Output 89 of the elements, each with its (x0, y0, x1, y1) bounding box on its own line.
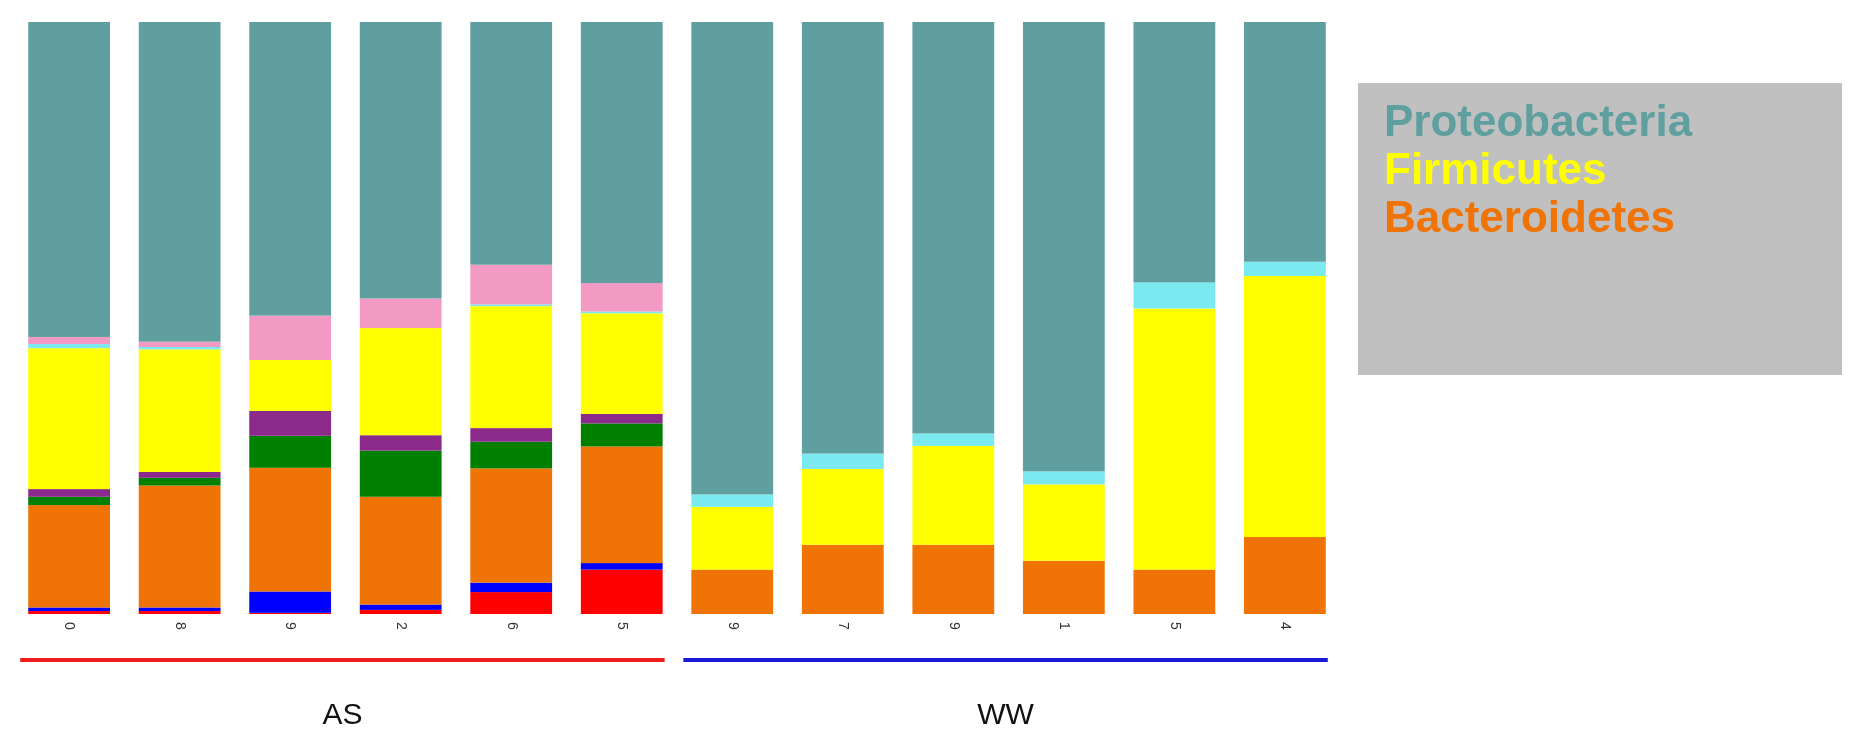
bar (801, 544, 884, 614)
bar (249, 435, 332, 468)
x-tick-label: 1 (1057, 622, 1074, 630)
bar (359, 604, 442, 610)
bar (249, 22, 332, 316)
bar (801, 453, 884, 469)
bar (249, 591, 332, 613)
bar (1133, 569, 1216, 614)
bar (691, 494, 774, 507)
bar (691, 506, 774, 570)
x-tick-label: 0 (62, 622, 79, 630)
bar (138, 611, 221, 614)
bar (359, 328, 442, 436)
bar (1022, 484, 1105, 561)
x-tick-label: 9 (725, 622, 742, 630)
x-tick-label: 9 (283, 622, 300, 630)
bar (249, 467, 332, 592)
bar (1022, 471, 1105, 485)
bar (801, 22, 884, 454)
x-tick-label: 4 (1278, 622, 1295, 630)
bar (580, 22, 663, 284)
bar (28, 611, 110, 614)
x-tick-label: 6 (504, 622, 521, 630)
bar (912, 544, 995, 614)
series-label: Proteobacteria (1384, 96, 1693, 145)
bar (470, 306, 553, 429)
bar (28, 496, 110, 506)
bar (470, 468, 553, 583)
x-tick-label: 8 (172, 622, 189, 630)
x-tick-label: 2 (393, 622, 410, 630)
text: Bacteroidetes (1384, 192, 1676, 241)
bar (580, 569, 663, 614)
x-tick-label: 5 (1167, 622, 1184, 630)
bar (249, 360, 332, 411)
bar (249, 410, 332, 436)
bar (138, 22, 221, 342)
bar (359, 435, 442, 451)
bar (912, 445, 995, 545)
bar (138, 471, 221, 478)
bar (1133, 308, 1216, 570)
bar (912, 433, 995, 446)
bar (470, 22, 553, 265)
x-tick-label: 9 (946, 622, 963, 630)
bar (359, 450, 442, 497)
bar (470, 582, 553, 593)
bar (1133, 22, 1216, 283)
bar (138, 607, 221, 612)
x-tick-label: 5 (615, 622, 632, 630)
bar (580, 446, 663, 564)
bar (138, 477, 221, 486)
bar (359, 298, 442, 329)
bar (1133, 282, 1216, 309)
bar (801, 468, 884, 545)
bar (1022, 22, 1105, 472)
bar (470, 441, 553, 469)
bar (28, 336, 110, 345)
bar (580, 313, 663, 414)
bar (138, 341, 221, 348)
bar (1244, 22, 1326, 262)
bar (28, 344, 110, 349)
bar (1022, 560, 1105, 614)
bar (28, 489, 110, 497)
bar (28, 348, 110, 490)
bar (359, 609, 442, 614)
bar (28, 607, 110, 612)
bar (138, 485, 221, 608)
bar (912, 22, 995, 434)
bar (359, 22, 442, 299)
bar (580, 423, 663, 447)
text: Firmicutes (1384, 144, 1607, 193)
bar (470, 428, 553, 442)
bar (470, 264, 553, 305)
bar (470, 592, 553, 614)
bar (1244, 261, 1326, 276)
bar (1244, 537, 1326, 614)
bar (691, 569, 774, 614)
x-tick-label: 7 (836, 622, 853, 630)
bar (28, 505, 110, 608)
bar (28, 22, 110, 337)
bar (580, 283, 663, 312)
bar (138, 349, 221, 472)
bar (249, 315, 332, 361)
text: WW (977, 697, 1035, 730)
text: AS (322, 697, 363, 730)
bar (359, 496, 442, 605)
bar (580, 563, 663, 570)
bar (1244, 275, 1326, 538)
bar (580, 413, 663, 424)
bar (691, 22, 774, 495)
